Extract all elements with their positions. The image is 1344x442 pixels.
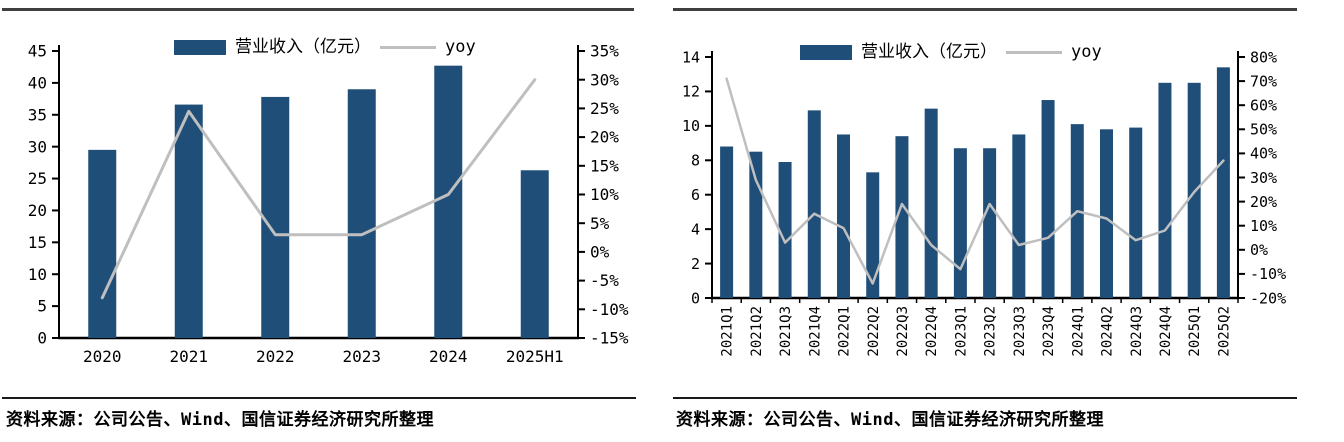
svg-text:-15%: -15% (590, 329, 629, 348)
svg-text:5%: 5% (590, 214, 610, 233)
svg-text:2022Q3: 2022Q3 (895, 306, 911, 357)
svg-text:35: 35 (28, 105, 47, 124)
svg-text:2023Q2: 2023Q2 (983, 306, 999, 357)
annual-chart-area: 0 5 10 15 20 25 30 35 40 45 -15% -10% -5% 0% 5% 10% 15% 2… (2, 10, 648, 386)
svg-text:20%: 20% (590, 128, 619, 147)
annual-revenue-figure-panel: 0 5 10 15 20 25 30 35 40 45 -15% -10% -5% 0% 5% 10% 15% 2… (2, 0, 648, 442)
svg-text:50%: 50% (1250, 121, 1277, 139)
source-caption: 资料来源：公司公告、Wind、国信证券经济研究所整理 (676, 410, 1104, 430)
svg-text:2021Q2: 2021Q2 (749, 306, 765, 357)
source-divider-line (2, 397, 636, 399)
svg-text:2024Q4: 2024Q4 (1158, 306, 1174, 357)
svg-text:-5%: -5% (590, 271, 619, 290)
svg-text:2025Q1: 2025Q1 (1187, 306, 1203, 357)
svg-text:25%: 25% (590, 99, 619, 118)
svg-text:20: 20 (28, 201, 47, 220)
svg-text:0: 0 (691, 289, 700, 307)
svg-text:5: 5 (37, 297, 47, 316)
svg-text:2021Q4: 2021Q4 (807, 306, 823, 357)
svg-text:-10%: -10% (590, 300, 629, 319)
svg-text:2023Q3: 2023Q3 (1012, 306, 1028, 357)
quarterly-revenue-yoy-chart: 0 2 4 6 8 10 12 14 -20% -10% 0% 10% 20% 30% 40% 50% 60% 7… (682, 48, 1286, 357)
svg-text:2023: 2023 (342, 347, 381, 366)
svg-text:30: 30 (28, 137, 47, 156)
svg-text:0%: 0% (590, 243, 610, 262)
svg-text:2024Q2: 2024Q2 (1100, 306, 1116, 357)
svg-text:20%: 20% (1250, 193, 1277, 211)
svg-text:2025H1: 2025H1 (506, 347, 564, 366)
svg-text:40: 40 (28, 73, 47, 92)
svg-text:-20%: -20% (1250, 289, 1286, 307)
panel-top-border (673, 8, 1297, 11)
svg-text:0: 0 (37, 329, 47, 348)
chart-legend: 营业收入（亿元） yoy (174, 39, 476, 56)
svg-text:70%: 70% (1250, 72, 1277, 90)
svg-text:2025Q2: 2025Q2 (1216, 306, 1232, 357)
svg-text:2023Q4: 2023Q4 (1041, 306, 1057, 357)
legend-bar-swatch (174, 40, 226, 55)
svg-text:60%: 60% (1250, 96, 1277, 114)
svg-text:8: 8 (691, 152, 700, 170)
svg-text:2021: 2021 (169, 347, 208, 366)
svg-text:2022Q4: 2022Q4 (924, 306, 940, 357)
svg-text:40%: 40% (1250, 145, 1277, 163)
svg-text:15: 15 (28, 233, 47, 252)
svg-text:2020: 2020 (83, 347, 122, 366)
svg-text:10: 10 (28, 265, 47, 284)
quarterly-chart-area: 0 2 4 6 8 10 12 14 -20% -10% 0% 10% 20% 30% 40% 50% 60% 7… (672, 10, 1320, 386)
legend-bar-label: 营业收入（亿元） (861, 42, 997, 62)
svg-text:2024Q3: 2024Q3 (1129, 306, 1145, 357)
panel-top-border (2, 8, 634, 11)
svg-text:2022Q1: 2022Q1 (837, 306, 853, 357)
svg-text:35%: 35% (590, 42, 619, 61)
source-caption: 资料来源：公司公告、Wind、国信证券经济研究所整理 (6, 410, 434, 430)
legend-bar-swatch (800, 45, 852, 60)
svg-text:2023Q1: 2023Q1 (953, 306, 969, 357)
svg-text:25: 25 (28, 169, 47, 188)
svg-text:2021Q1: 2021Q1 (720, 306, 736, 357)
source-divider-line (673, 397, 1297, 399)
svg-text:-10%: -10% (1250, 265, 1286, 283)
svg-text:4: 4 (691, 220, 700, 238)
svg-text:30%: 30% (1250, 169, 1277, 187)
svg-text:6: 6 (691, 186, 700, 204)
legend-line-swatch (1006, 51, 1062, 54)
svg-text:2022: 2022 (256, 347, 295, 366)
quarterly-revenue-figure-panel: 0 2 4 6 8 10 12 14 -20% -10% 0% 10% 20% 30% 40% 50% 60% 7… (672, 0, 1320, 442)
legend-line-swatch (380, 46, 436, 49)
svg-text:2: 2 (691, 255, 700, 273)
annual-revenue-yoy-chart: 0 5 10 15 20 25 30 35 40 45 -15% -10% -5% 0% 5% 10% 15% 2… (28, 42, 629, 366)
svg-text:10%: 10% (590, 185, 619, 204)
svg-text:10%: 10% (1250, 217, 1277, 235)
svg-text:2021Q3: 2021Q3 (778, 306, 794, 357)
svg-text:12: 12 (682, 83, 700, 101)
svg-text:80%: 80% (1250, 48, 1277, 66)
chart-legend: 营业收入（亿元） yoy (800, 44, 1102, 61)
svg-text:15%: 15% (590, 156, 619, 175)
legend-line-label: yoy (445, 37, 476, 57)
svg-text:2024: 2024 (429, 347, 468, 366)
svg-text:14: 14 (682, 48, 700, 66)
svg-text:30%: 30% (590, 70, 619, 89)
svg-text:2024Q1: 2024Q1 (1070, 306, 1086, 357)
svg-text:10: 10 (682, 117, 700, 135)
legend-bar-label: 营业收入（亿元） (235, 37, 371, 57)
svg-text:0%: 0% (1250, 241, 1268, 259)
svg-text:45: 45 (28, 42, 47, 61)
legend-line-label: yoy (1071, 42, 1102, 62)
svg-text:2022Q2: 2022Q2 (866, 306, 882, 357)
